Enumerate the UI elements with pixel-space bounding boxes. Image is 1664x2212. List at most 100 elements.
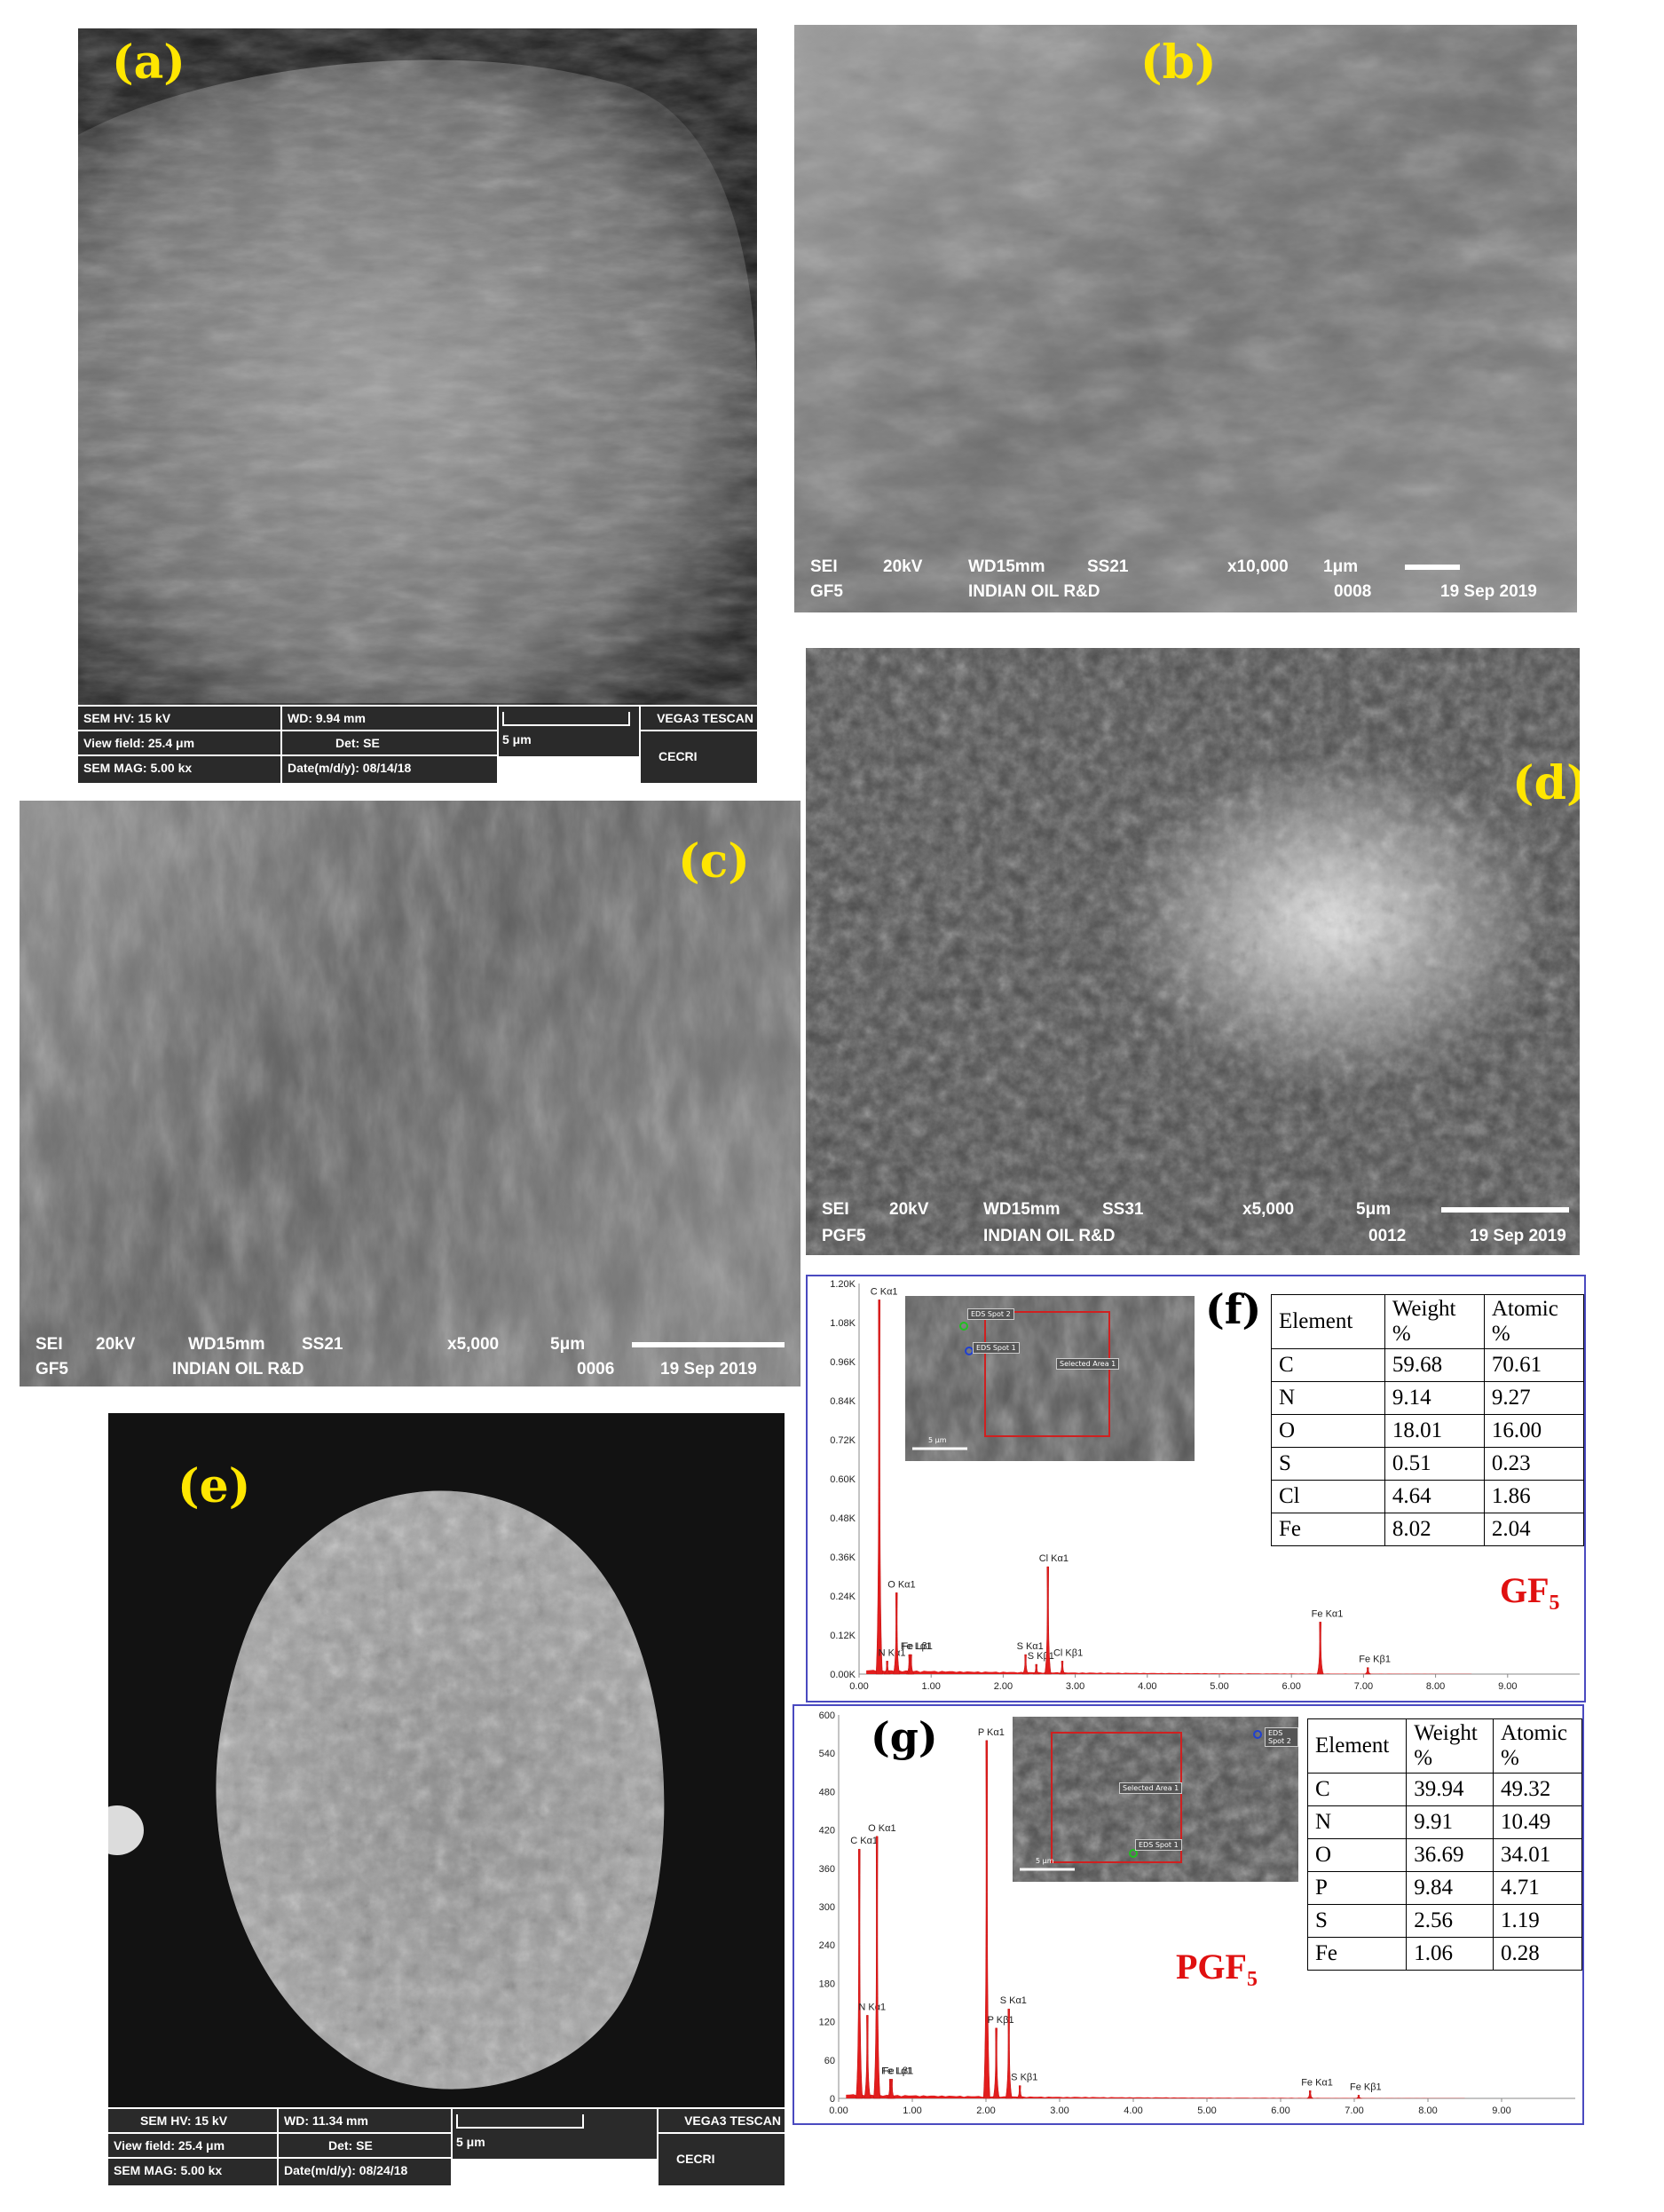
footer-mag: x5,000 (447, 1335, 500, 1354)
footer-brand: VEGA3 TESCAN (641, 707, 757, 730)
table-cell: 59.68 (1384, 1348, 1485, 1382)
footer-ss: SS21 (1087, 557, 1129, 576)
spectrum-peak (1355, 2095, 1362, 2099)
x-tick-label: 2.00 (976, 2105, 995, 2116)
peak-label: N Kα1 (858, 2002, 886, 2012)
table-cell: 4.71 (1493, 1871, 1582, 1905)
table-row: Fe 8.02 2.04 (1271, 1513, 1585, 1546)
table-cell: C (1306, 1773, 1408, 1806)
spectrum-peak (856, 1848, 864, 2099)
sem-image-c (20, 801, 800, 1386)
spectrum-peak (1005, 2008, 1013, 2099)
footer-mode: SEI (810, 557, 838, 576)
footer-date: Date(m/d/y): 08/24/18 (279, 2159, 451, 2185)
y-tick-label: 0 (830, 2094, 835, 2105)
table-cell: 2.56 (1406, 1904, 1494, 1938)
panel-c: (c) SEI 20kV WD15mm SS21 x5,000 5μm GF5 … (20, 801, 800, 1386)
inset-label-area1: Selected Area 1 (1056, 1358, 1120, 1370)
table-cell: 49.32 (1493, 1773, 1582, 1806)
eds-spectrum-f: 0.00K 0.12K 0.24K 0.36K 0.48K 0.60K 0.72K 0.84K… (830, 1279, 1580, 1692)
x-tick-label: 2.00 (994, 1681, 1013, 1692)
inset-image-f (905, 1296, 1195, 1461)
table-header-cell: Weight % (1384, 1294, 1485, 1349)
table-cell: 10.49 (1493, 1805, 1582, 1839)
y-tick-label: 600 (819, 1710, 835, 1721)
peak-label: N Kα1 (879, 1647, 906, 1658)
spectrum-continuum (866, 1670, 1472, 1674)
peak-label: S Kα1 (1000, 1995, 1027, 2006)
panel-label-f: (f) (1205, 1285, 1262, 1333)
table-cell: N (1271, 1381, 1385, 1415)
table-cell: C (1271, 1348, 1385, 1382)
panel-a: (a) SEM HV: 15 kV WD: 9.94 mm 5 μm VEGA3… (78, 28, 757, 785)
table-cell: 18.01 (1384, 1414, 1485, 1448)
scale-bar (502, 712, 630, 726)
footer-org: INDIAN OIL R&D (983, 1227, 1116, 1245)
panel-label-a: (a) (112, 36, 185, 90)
inset-scale-label: 5 μm (928, 1436, 947, 1444)
table-cell: 16.00 (1483, 1414, 1585, 1448)
footer-mode: SEI (35, 1335, 63, 1354)
scale-bar (1441, 1207, 1569, 1213)
x-tick-label: 9.00 (1492, 2105, 1510, 2116)
footer-org: INDIAN OIL R&D (968, 582, 1100, 601)
footer-wd: WD: 11.34 mm (279, 2109, 451, 2132)
y-tick-label: 420 (819, 1826, 835, 1837)
footer-scale: 5 μm (502, 732, 532, 747)
table-row: Fe 1.06 0.28 (1306, 1937, 1582, 1971)
spectrum-peak (883, 1661, 892, 1675)
inset-label-spot1: EDS Spot 1 (1135, 1839, 1182, 1851)
peak-label: Fe Lα1 (881, 2066, 912, 2076)
footer-scale: 5μm (1356, 1200, 1392, 1219)
table-cell: 36.69 (1406, 1838, 1494, 1872)
inset-image-g (1013, 1717, 1298, 1882)
peak-label: O Kα1 (868, 1823, 895, 1834)
y-tick-label: 0.48K (830, 1513, 856, 1524)
peak-label: O Kα1 (887, 1579, 915, 1590)
table-cell: 2.04 (1483, 1513, 1585, 1546)
y-tick-label: 0.24K (830, 1592, 856, 1602)
y-tick-label: 480 (819, 1787, 835, 1797)
x-tick-label: 9.00 (1498, 1681, 1517, 1692)
y-tick-label: 0.84K (830, 1396, 856, 1407)
peak-label: Fe Lα1 (901, 1641, 932, 1652)
spectrum-peak (893, 1592, 901, 1675)
panel-label-c: (c) (678, 834, 750, 889)
table-cell: S (1271, 1447, 1385, 1481)
table-cell: Cl (1271, 1480, 1385, 1513)
x-tick-label: 0.00 (829, 2105, 848, 2116)
footer-kv: 20kV (883, 557, 923, 576)
footer-mag: x10,000 (1227, 557, 1289, 576)
y-tick-label: 240 (819, 1940, 835, 1951)
table-cell: 4.64 (1384, 1480, 1485, 1513)
table-row: Cl 4.64 1.86 (1271, 1480, 1585, 1513)
table-header-row: Element Weight % Atomic % (1271, 1294, 1585, 1349)
footer-det: Det: SE (279, 2134, 451, 2157)
inset-label-spot2: EDS Spot 2 (967, 1308, 1014, 1320)
footer-brand: VEGA3 TESCAN (659, 2109, 785, 2132)
peak-label: Fe Kβ1 (1350, 2082, 1382, 2092)
table-cell: 70.61 (1483, 1348, 1585, 1382)
y-tick-label: 360 (819, 1864, 835, 1875)
tescan-footer-a: SEM HV: 15 kV WD: 9.94 mm 5 μm VEGA3 TES… (78, 705, 757, 785)
x-tick-label: 4.00 (1124, 2105, 1142, 2116)
y-tick-label: 1.20K (830, 1279, 856, 1290)
table-cell: 9.27 (1483, 1381, 1585, 1415)
spectrum-continuum (846, 2094, 1465, 2098)
spectrum-peak (875, 1300, 883, 1675)
footer-num: 0012 (1368, 1227, 1407, 1245)
footer-ss: SS21 (302, 1335, 343, 1354)
x-tick-label: 4.00 (1138, 1681, 1156, 1692)
footer-scale: 5 μm (456, 2135, 485, 2149)
y-tick-label: 120 (819, 2018, 835, 2028)
peak-label: Fe Kβ1 (1359, 1655, 1391, 1665)
panel-e: (e) SEM HV: 15 kV WD: 11.34 mm 5 μm VEGA… (108, 1413, 785, 2187)
inset-label-spot2: EDS Spot 2 (1265, 1727, 1298, 1747)
footer-org: CECRI (659, 2134, 785, 2185)
footer-hv: SEM HV: 15 kV (78, 707, 280, 730)
table-cell: O (1271, 1414, 1385, 1448)
footer-ss: SS31 (1102, 1200, 1144, 1219)
footer-mag: SEM MAG: 5.00 kx (78, 756, 280, 783)
y-tick-label: 180 (819, 1979, 835, 1989)
table-cell: 9.84 (1406, 1871, 1494, 1905)
